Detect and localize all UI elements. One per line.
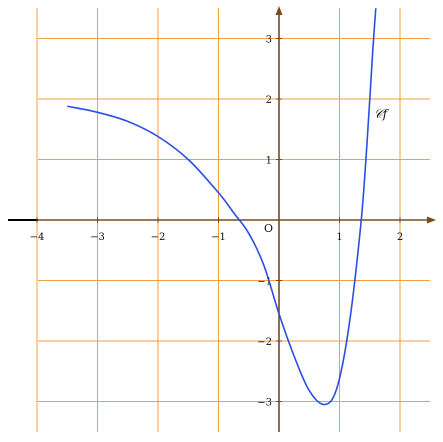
x-tick-label: 2 xyxy=(397,232,403,243)
y-tick-label: −3 xyxy=(257,398,272,409)
y-tick-label: −2 xyxy=(257,337,272,348)
y-tick-label: 2 xyxy=(266,95,272,106)
y-axis-arrow xyxy=(275,6,283,15)
x-tick-label: −4 xyxy=(30,232,45,243)
origin-label: O xyxy=(264,222,273,235)
y-tick-label: −1 xyxy=(257,277,272,288)
x-tick-label: −2 xyxy=(151,232,166,243)
x-axis-arrow xyxy=(427,216,436,224)
y-tick-label: 1 xyxy=(266,156,272,167)
axes xyxy=(8,6,436,432)
x-tick-label: 1 xyxy=(336,232,342,243)
curve-cf xyxy=(67,8,377,406)
x-tick-label: −1 xyxy=(211,232,226,243)
tick-labels: −4 −3 −2 −1 1 2 3 2 1 −1 −2 −3 xyxy=(30,35,404,409)
y-tick-label: 3 xyxy=(266,35,272,46)
curve-label: 𝒞f xyxy=(374,107,390,121)
x-tick-label: −3 xyxy=(90,232,105,243)
